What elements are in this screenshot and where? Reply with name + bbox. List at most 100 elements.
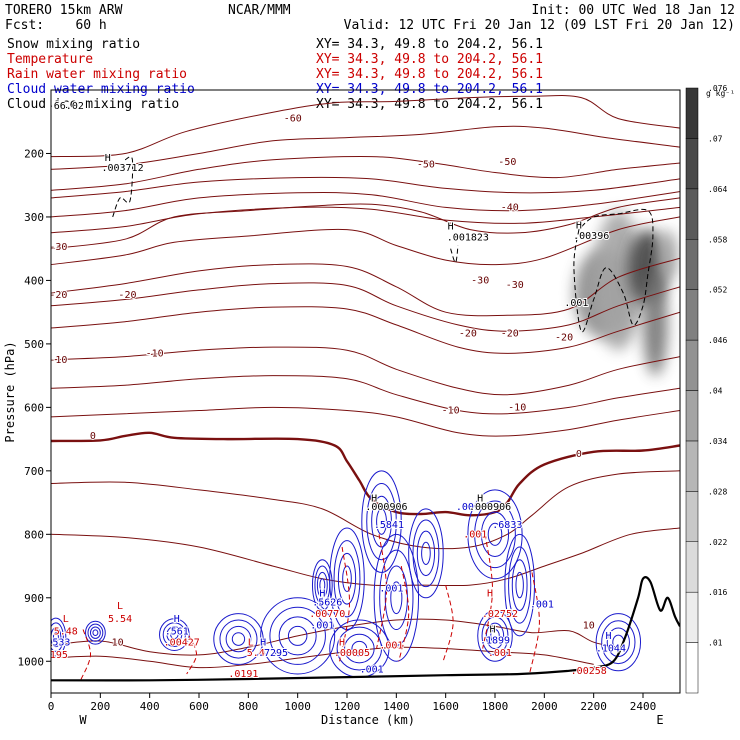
- x-end-label-east: E: [656, 713, 663, 727]
- cloud-water-contour: [311, 559, 333, 611]
- contour-label: 5.4: [247, 648, 265, 659]
- cloud-water-contour: [287, 625, 308, 646]
- field-name: Snow mixing ratio: [7, 37, 140, 52]
- contour-label: .195: [44, 650, 68, 661]
- x-tick-label: 2400: [630, 700, 657, 713]
- cloud-water-contour: [314, 565, 331, 605]
- contour-label: -60: [284, 114, 302, 125]
- forecast-hour: Fcst: 60 h: [5, 18, 107, 33]
- contour-label: H: [448, 222, 454, 233]
- temperature-contour: [51, 95, 680, 158]
- cloud-water-contour: [52, 631, 59, 643]
- contour-label: 10: [583, 620, 595, 631]
- init-time: Init: 00 UTC Wed 18 Jan 12: [532, 3, 736, 18]
- contour-label: H: [490, 625, 496, 636]
- contour-label: .001: [488, 648, 512, 659]
- colorbar-label: .016: [708, 588, 727, 597]
- cloud-water-contour: [416, 530, 436, 577]
- cloud-water-contour: [376, 508, 387, 535]
- x-tick-label: 200: [90, 700, 110, 713]
- x-tick-label: 400: [140, 700, 160, 713]
- freezing-level-contour: [51, 431, 680, 517]
- cloud-water-contour: [316, 571, 328, 599]
- axes: 0 200 400 600 800 1000 1200 1400 1600 1800 2000 220…: [18, 147, 657, 713]
- colorbar-swatch: [685, 440, 699, 492]
- contour-label: .561: [165, 627, 189, 638]
- contour-label: .001: [379, 583, 403, 594]
- contour-label: H: [339, 637, 345, 648]
- x-tick-label: 1200: [334, 700, 361, 713]
- cloud-water-contour: [166, 626, 183, 644]
- cloud-water-contour: [231, 632, 246, 646]
- cloud-water-contour: [504, 533, 535, 637]
- cloud-ice-shade: [593, 210, 643, 351]
- contour-label: -20: [49, 290, 67, 301]
- snow-contour: [112, 156, 134, 218]
- contour-label: .00396: [573, 231, 609, 242]
- terrain-line: [51, 576, 680, 682]
- contour-layer: -66.02 -60 -50 -50 -40 -30 -30 -30 -20 -20 -20 -20 -…: [44, 95, 680, 682]
- contour-label: .0191: [228, 669, 258, 680]
- colorbar-swatch: [685, 642, 699, 694]
- contour-label: -10: [146, 349, 164, 360]
- contour-label: -20: [459, 328, 477, 339]
- contour-label: .02752: [482, 609, 518, 620]
- temperature-contour: [51, 306, 680, 354]
- x-tick-label: 1800: [482, 700, 509, 713]
- contour-label: -30: [49, 242, 67, 253]
- x-tick-label: 0: [48, 700, 55, 713]
- contour-label: L: [117, 601, 123, 612]
- temperature-contour: [51, 156, 680, 191]
- contour-label: H: [319, 589, 325, 600]
- cloud-water-contour: [421, 541, 431, 565]
- contour-label: 0: [90, 431, 96, 442]
- rain-water-contour: [482, 534, 494, 649]
- rain-water-contour: [442, 585, 454, 662]
- field-xy: XY= 34.3, 49.8 to 204.2, 56.1: [316, 97, 543, 112]
- field-name: Rain water mixing ratio: [7, 67, 187, 82]
- contour-label: H: [105, 153, 111, 164]
- contour-label: H: [174, 614, 180, 625]
- rain-water-contour: [376, 534, 388, 649]
- cloud-water-contour: [344, 633, 375, 664]
- cloud-water-contour: [51, 617, 67, 657]
- x-tick-label: 600: [189, 700, 209, 713]
- contour-label: H: [487, 589, 493, 600]
- contour-label: 10: [112, 637, 124, 648]
- contour-label: -10: [508, 403, 526, 414]
- cloud-water-contour: [408, 508, 444, 599]
- contour-label: -30: [506, 280, 524, 291]
- cloud-water-contour: [213, 613, 264, 665]
- field-xy: XY= 34.3, 49.8 to 204.2, 56.1: [316, 37, 543, 52]
- cloud-water-contour: [481, 616, 509, 656]
- colorbar-label: .022: [708, 538, 727, 547]
- cloud-water-contour: [333, 540, 361, 618]
- cloud-water-contour: [51, 622, 64, 652]
- cloud-water-contour: [269, 606, 326, 665]
- cloud-water-contour: [89, 626, 101, 639]
- contour-label: L: [63, 614, 69, 625]
- colorbar-swatch: [685, 289, 699, 341]
- contour-label: H: [576, 220, 582, 231]
- cloud-water-contour: [606, 627, 630, 658]
- colorbar-swatch: [685, 138, 699, 190]
- contour-label: .5841: [374, 520, 404, 531]
- plot-frame: [50, 89, 681, 694]
- y-tick-label: 400: [24, 274, 44, 287]
- y-tick-label: 700: [24, 465, 44, 478]
- temperature-contour: [51, 176, 680, 199]
- cloud-water-contour: [379, 549, 414, 646]
- contour-label: H: [371, 493, 377, 504]
- y-tick-label: 1000: [18, 655, 45, 668]
- temperature-contour: [51, 125, 680, 170]
- y-tick-label: 900: [24, 592, 44, 605]
- plot-area: -66.02 -60 -50 -50 -40 -30 -30 -30 -20 -20 -20 -20 -…: [3, 89, 681, 727]
- cloud-water-contour: [373, 533, 420, 662]
- cloud-water-contour: [595, 613, 642, 672]
- contour-label: .001: [310, 620, 334, 631]
- temperature-contour: [51, 206, 680, 234]
- field-name: Temperature: [7, 52, 93, 67]
- contour-label: .000906: [365, 502, 407, 513]
- valid-time: Valid: 12 UTC Fri 20 Jan 12 (09 LST Fri …: [344, 18, 735, 33]
- cloud-water-contour: [474, 500, 516, 569]
